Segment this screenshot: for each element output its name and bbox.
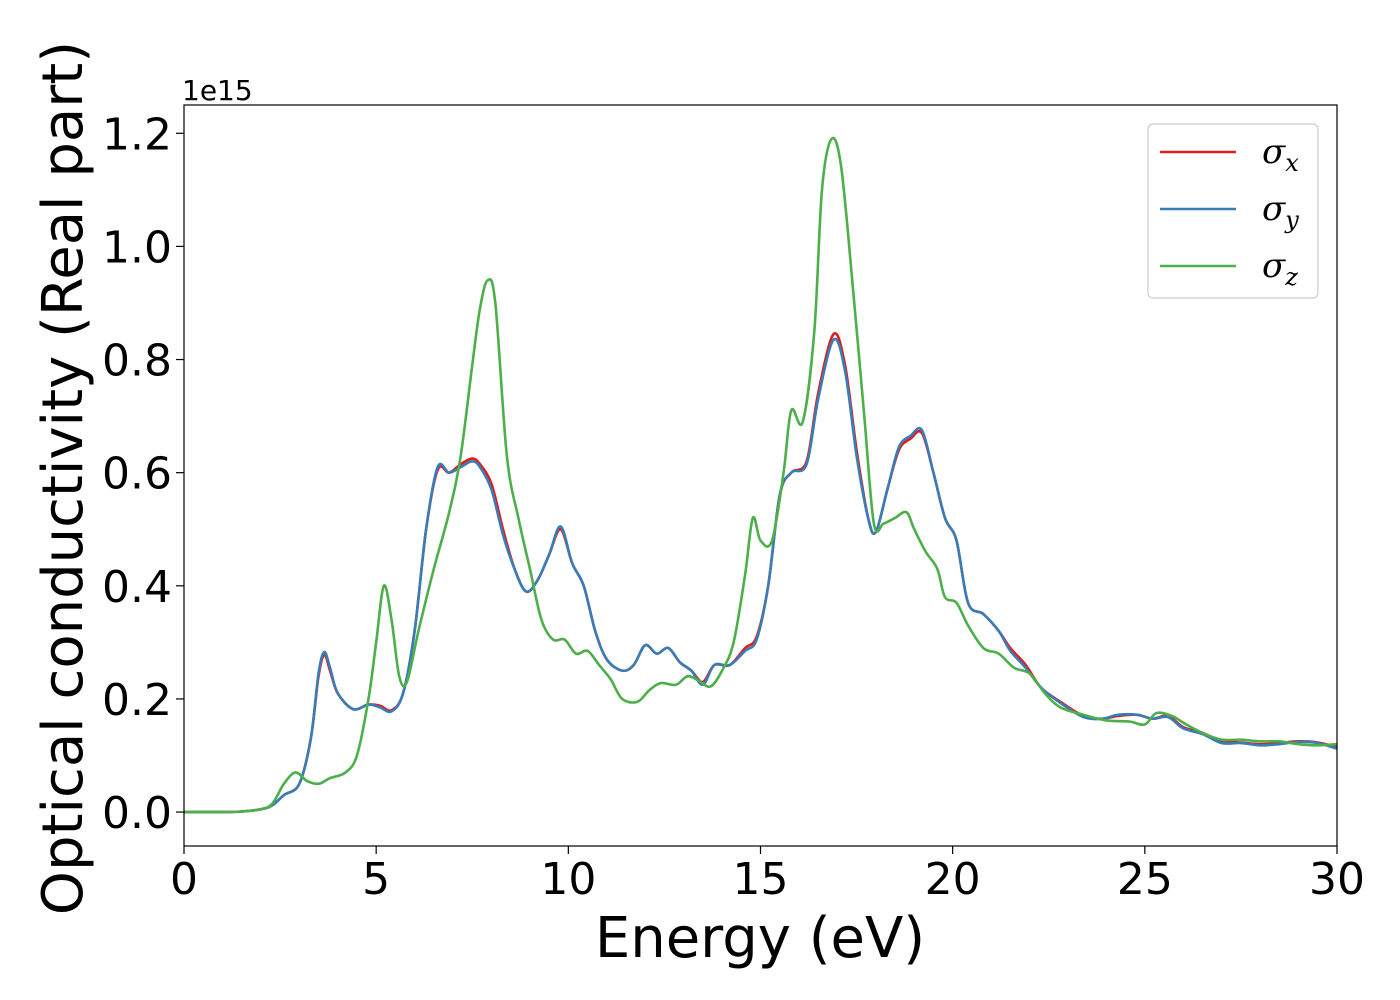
y-offset-label: 1e15 xyxy=(182,74,253,107)
x-tick-label: 10 xyxy=(540,854,596,905)
series-layer xyxy=(184,136,1337,814)
legend-box xyxy=(1147,123,1319,299)
x-tick-label: 20 xyxy=(925,854,981,905)
y-axis: 0.0 0.2 0.4 0.6 0.8 1.0 1.2 xyxy=(102,109,184,839)
x-tick-label: 5 xyxy=(362,854,390,905)
y-tick-label: 0.0 xyxy=(102,788,172,839)
y-tick-label: 1.2 xyxy=(102,109,172,160)
series-line-sigma-z xyxy=(184,136,1337,814)
x-axis-title: Energy (eV) xyxy=(595,906,925,971)
x-axis: 0 5 10 15 20 25 30 xyxy=(170,846,1365,905)
x-tick-label: 25 xyxy=(1117,854,1173,905)
x-tick-label: 0 xyxy=(170,854,198,905)
legend-label-sigma-x: σx xyxy=(1262,132,1299,177)
y-tick-label: 0.4 xyxy=(102,562,172,613)
plot-area xyxy=(184,105,1337,846)
x-tick-label: 15 xyxy=(733,854,789,905)
legend: σx σy σz xyxy=(1147,123,1319,299)
legend-label-sigma-z: σz xyxy=(1262,246,1298,291)
y-axis-title: Optical conductivity (Real part) xyxy=(31,41,96,915)
y-tick-label: 1.0 xyxy=(102,222,172,273)
y-tick-label: 0.2 xyxy=(102,675,172,726)
x-tick-label: 30 xyxy=(1309,854,1365,905)
legend-label-sigma-y: σy xyxy=(1262,189,1299,234)
y-tick-label: 0.6 xyxy=(102,449,172,500)
y-tick-label: 0.8 xyxy=(102,336,172,387)
